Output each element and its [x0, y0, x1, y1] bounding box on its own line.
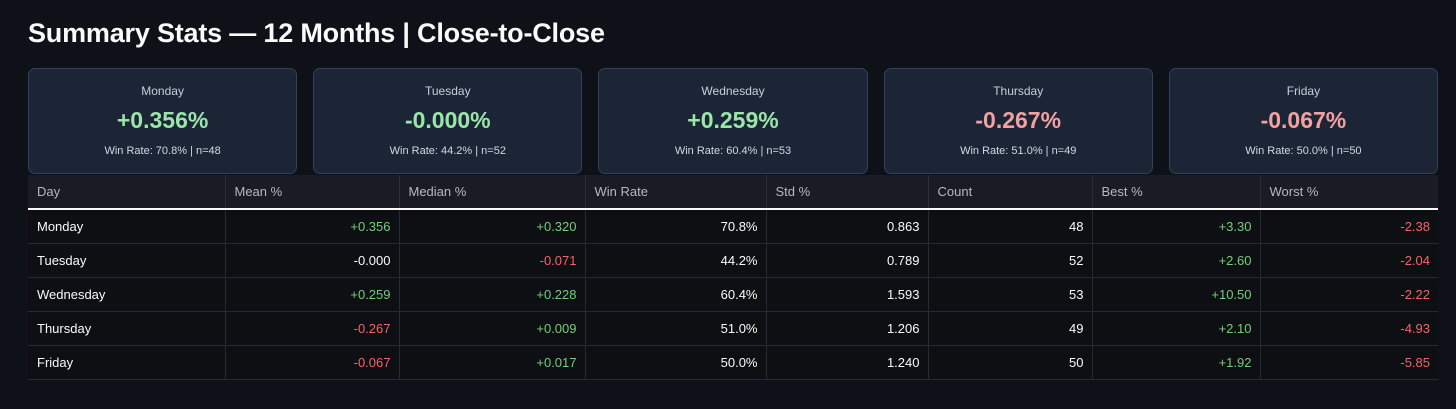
table-cell-day: Friday [28, 345, 226, 380]
table-cell-count: 52 [928, 243, 1093, 278]
table-cell-win-rate: 51.0% [585, 311, 767, 346]
table-cell-day: Tuesday [28, 243, 226, 278]
card-monday: Monday +0.356% Win Rate: 70.8% | n=48 [28, 68, 298, 174]
table-cell-worst: -4.93 [1260, 311, 1438, 346]
table-cell-median: +0.017 [399, 345, 586, 380]
table-cell-worst: -2.22 [1260, 277, 1438, 312]
column-header-std[interactable]: Std % [766, 175, 929, 210]
table-cell-std: 0.863 [766, 209, 929, 244]
table-cell-day: Monday [28, 209, 226, 244]
table-cell-median: +0.320 [399, 209, 586, 244]
table-cell-worst: -2.04 [1260, 243, 1438, 278]
table-cell-win-rate: 44.2% [585, 243, 767, 278]
column-header-worst[interactable]: Worst % [1260, 175, 1438, 210]
card-day-label: Tuesday [425, 84, 471, 98]
card-win-rate: Win Rate: 60.4% | n=53 [674, 145, 792, 157]
table-cell-day: Thursday [28, 311, 226, 346]
card-mean-value: +0.259% [687, 107, 779, 133]
table-cell-best: +2.60 [1092, 243, 1261, 278]
card-tuesday: Tuesday -0.000% Win Rate: 44.2% | n=52 [313, 68, 583, 174]
table-cell-best: +1.92 [1092, 345, 1261, 380]
table-cell-std: 1.206 [766, 311, 929, 346]
page-title: Summary Stats — 12 Months | Close-to-Clo… [28, 18, 605, 48]
table-cell-count: 53 [928, 277, 1093, 312]
table-header-row: Day Mean % Median % Win Rate Std % Count… [28, 175, 1438, 210]
table-row: Tuesday -0.000 -0.071 44.2% 0.789 52 +2.… [28, 243, 1438, 278]
table-cell-count: 49 [928, 311, 1093, 346]
column-header-count[interactable]: Count [928, 175, 1093, 210]
card-day-label: Monday [141, 84, 184, 98]
column-header-day[interactable]: Day [28, 175, 226, 210]
table-cell-median: -0.071 [399, 243, 586, 278]
table-cell-mean: +0.259 [225, 277, 400, 312]
column-header-mean[interactable]: Mean % [225, 175, 400, 210]
column-header-median[interactable]: Median % [399, 175, 586, 210]
card-day-label: Thursday [993, 84, 1044, 98]
stats-table: Day Mean % Median % Win Rate Std % Count… [28, 175, 1438, 380]
card-win-rate: Win Rate: 51.0% | n=49 [960, 145, 1077, 157]
table-cell-win-rate: 70.8% [585, 209, 767, 244]
table-cell-median: +0.009 [399, 311, 586, 346]
table-cell-worst: -2.38 [1260, 209, 1438, 244]
stats-table-container[interactable]: Day Mean % Median % Win Rate Std % Count… [28, 175, 1438, 380]
card-mean-value: -0.267% [975, 107, 1062, 133]
table-cell-std: 1.240 [766, 345, 929, 380]
card-day-label: Friday [1286, 84, 1321, 98]
table-row: Friday -0.067 +0.017 50.0% 1.240 50 +1.9… [28, 345, 1438, 380]
table-cell-win-rate: 50.0% [585, 345, 767, 380]
table-cell-std: 0.789 [766, 243, 929, 278]
table-cell-best: +10.50 [1092, 277, 1261, 312]
column-header-win-rate[interactable]: Win Rate [585, 175, 767, 210]
table-cell-best: +2.10 [1092, 311, 1261, 346]
table-cell-win-rate: 60.4% [585, 277, 767, 312]
card-mean-value: -0.000% [404, 107, 491, 133]
card-win-rate: Win Rate: 50.0% | n=50 [1245, 145, 1362, 157]
card-friday: Friday -0.067% Win Rate: 50.0% | n=50 [1168, 68, 1439, 174]
card-mean-value: -0.067% [1260, 107, 1347, 133]
table-row: Thursday -0.267 +0.009 51.0% 1.206 49 +2… [28, 311, 1438, 346]
table-cell-mean: -0.000 [225, 243, 400, 278]
table-cell-median: +0.228 [399, 277, 586, 312]
table-cell-std: 1.593 [766, 277, 929, 312]
table-cell-count: 50 [928, 345, 1093, 380]
table-cell-mean: -0.267 [225, 311, 400, 346]
card-day-label: Wednesday [701, 84, 765, 98]
table-cell-worst: -5.85 [1260, 345, 1438, 380]
table-cell-day: Wednesday [28, 277, 226, 312]
table-cell-mean: -0.067 [225, 345, 400, 380]
table-cell-count: 48 [928, 209, 1093, 244]
summary-cards: Monday +0.356% Win Rate: 70.8% | n=48 Tu… [28, 68, 1439, 174]
table-row: Monday +0.356 +0.320 70.8% 0.863 48 +3.3… [28, 209, 1438, 244]
card-mean-value: +0.356% [116, 107, 209, 133]
card-win-rate: Win Rate: 44.2% | n=52 [389, 145, 506, 157]
card-thursday: Thursday -0.267% Win Rate: 51.0% | n=49 [883, 68, 1153, 174]
card-wednesday: Wednesday +0.259% Win Rate: 60.4% | n=53 [598, 68, 868, 174]
table-body: Monday +0.356 +0.320 70.8% 0.863 48 +3.3… [28, 209, 1438, 380]
table-cell-mean: +0.356 [225, 209, 400, 244]
card-win-rate: Win Rate: 70.8% | n=48 [104, 145, 221, 157]
table-cell-best: +3.30 [1092, 209, 1261, 244]
column-header-best[interactable]: Best % [1092, 175, 1261, 210]
table-row: Wednesday +0.259 +0.228 60.4% 1.593 53 +… [28, 277, 1438, 312]
